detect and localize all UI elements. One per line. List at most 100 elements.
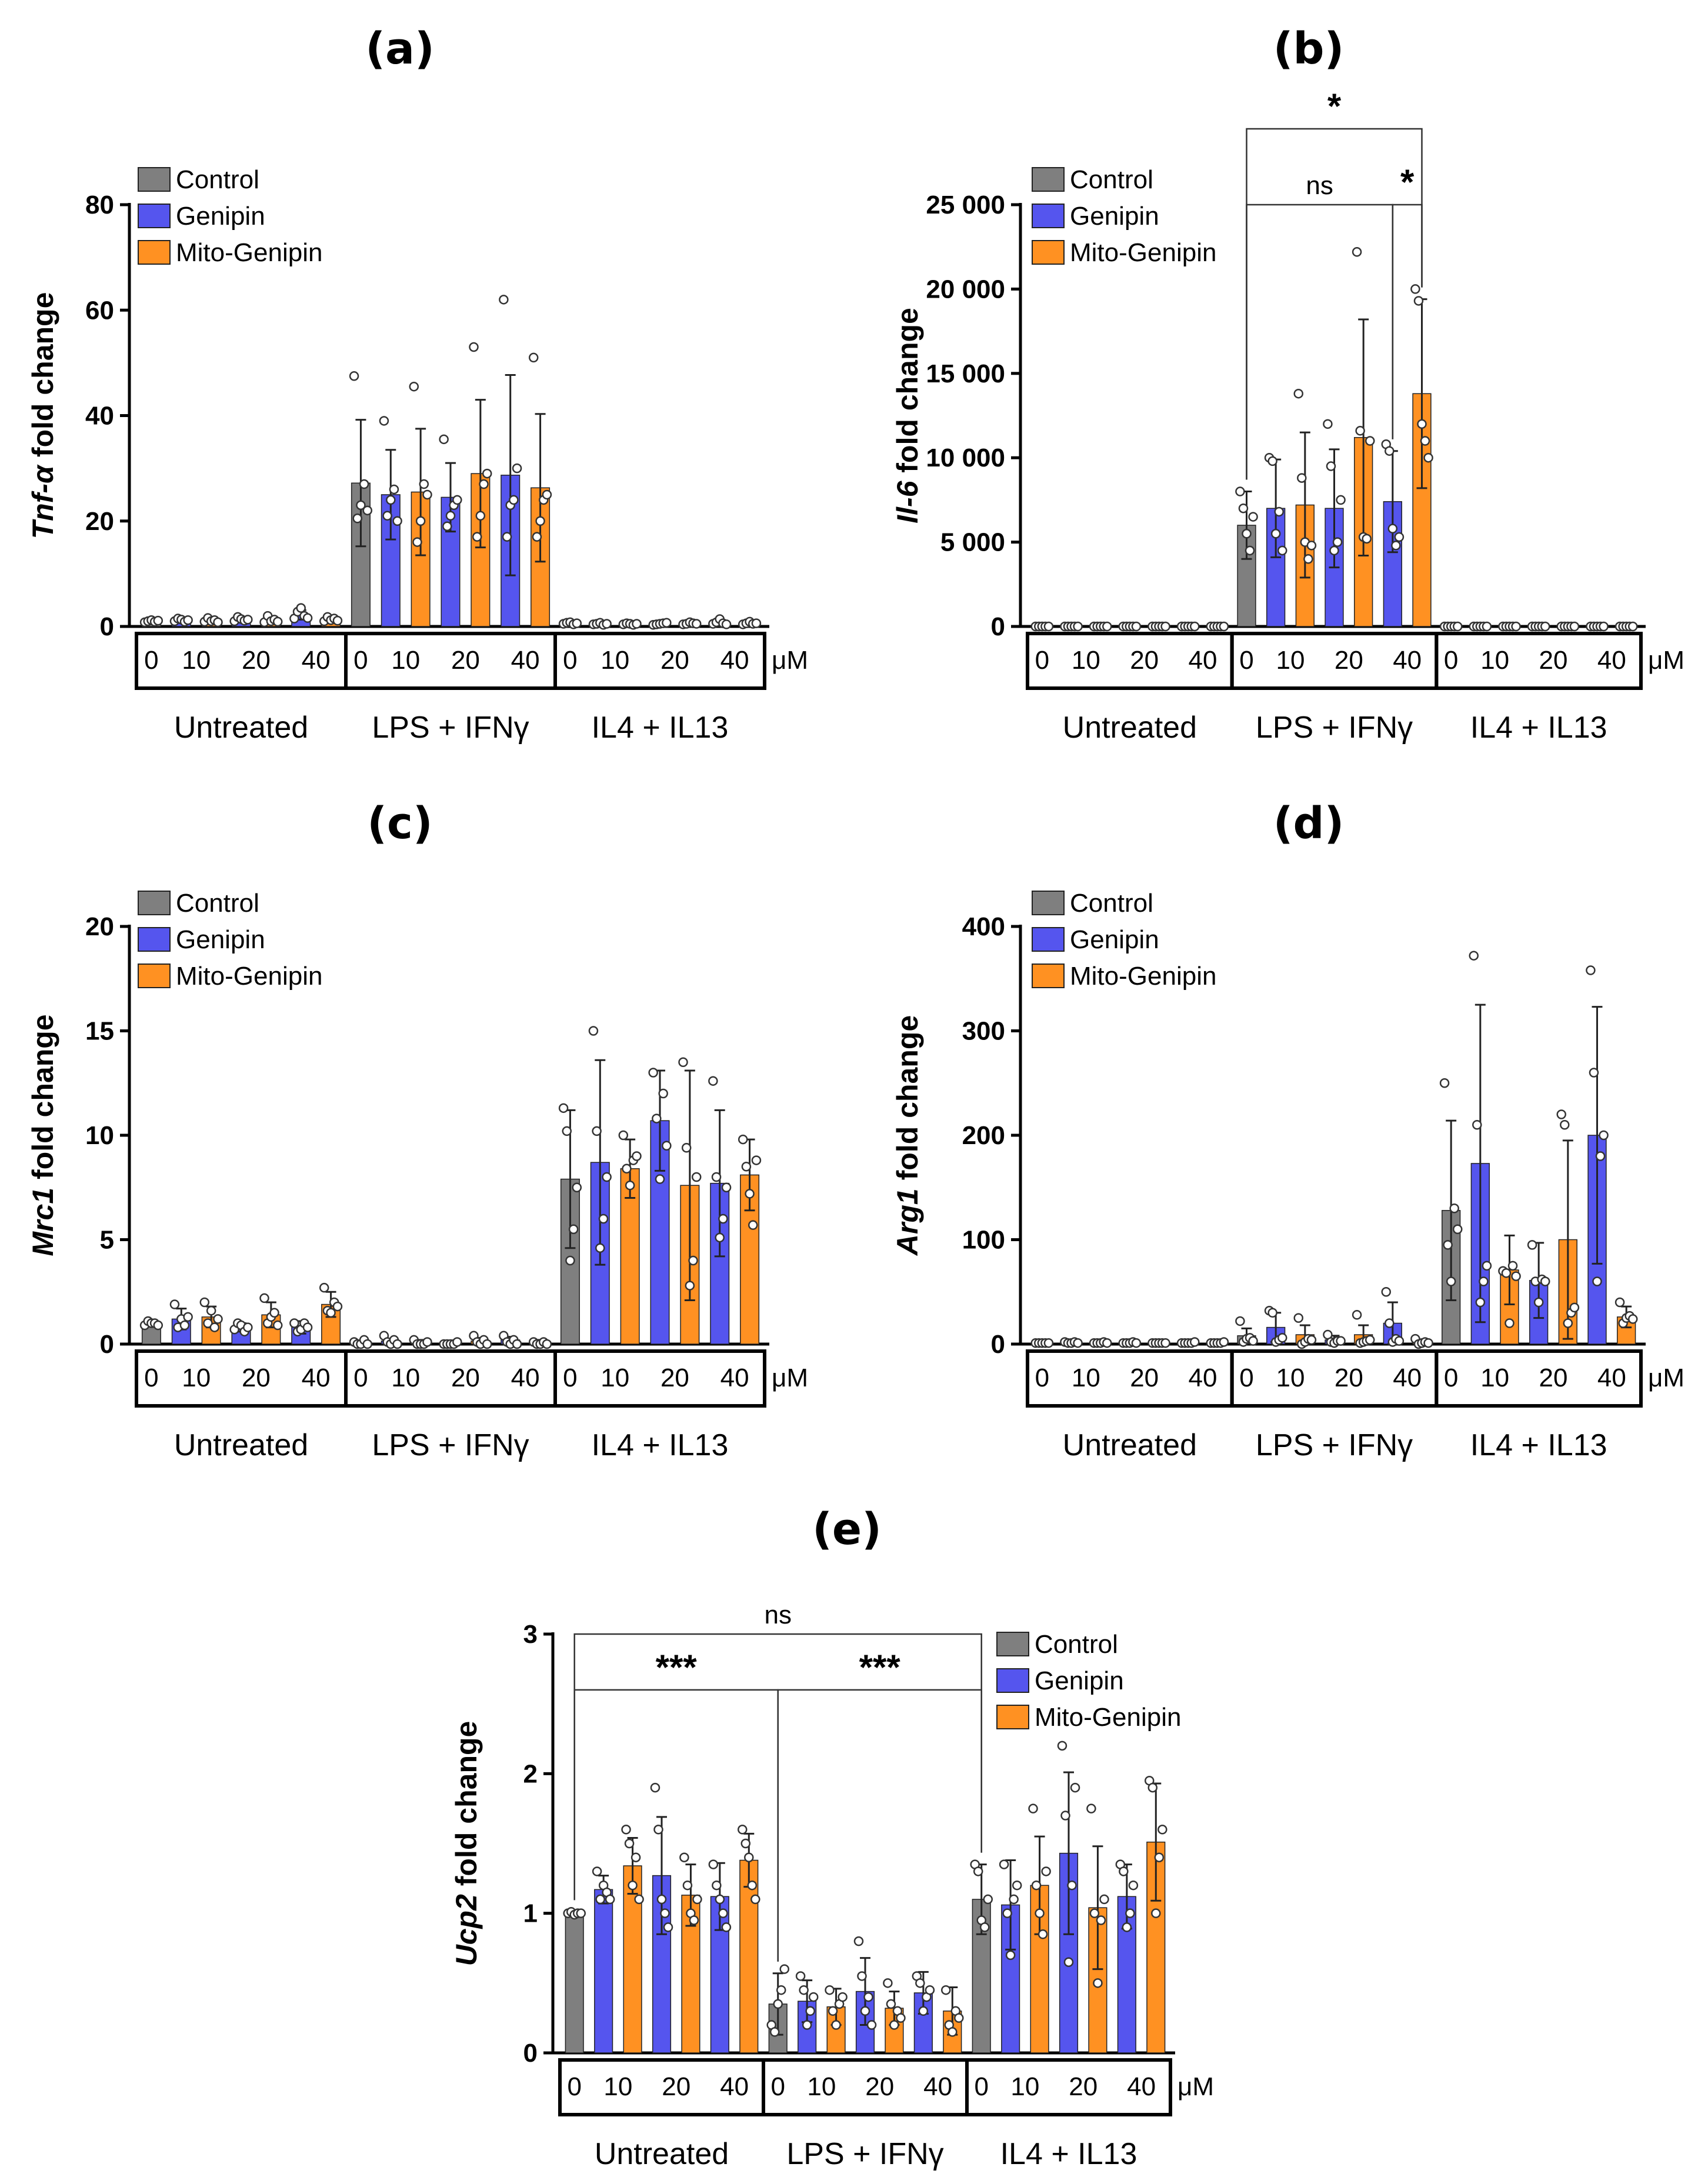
concentration-label: 10 xyxy=(1010,2072,1039,2101)
data-point xyxy=(1560,1120,1570,1130)
data-point xyxy=(1119,1866,1129,1876)
bar-genipin-10 xyxy=(594,1889,613,2053)
concentration-label: 10 xyxy=(601,1363,629,1392)
legend-swatch-mito-genipin xyxy=(138,964,171,988)
data-point xyxy=(272,616,283,627)
data-point xyxy=(1533,1297,1544,1308)
data-point xyxy=(1031,1880,1042,1891)
concentration-label: 10 xyxy=(182,1363,211,1392)
concentration-label: 10 xyxy=(391,1363,420,1392)
data-point xyxy=(1385,446,1395,456)
y-axis-label-rest: fold change xyxy=(26,292,59,465)
y-tick-label: 80 xyxy=(85,191,114,219)
legend-label: Genipin xyxy=(1070,202,1159,231)
data-point xyxy=(1423,1338,1433,1348)
data-point xyxy=(750,1894,760,1905)
data-point xyxy=(889,2020,899,2030)
data-point xyxy=(479,479,489,489)
concentration-label: 10 xyxy=(807,2072,836,2101)
group-label: Untreated xyxy=(1063,1428,1197,1462)
data-point xyxy=(1235,1316,1245,1326)
legend-swatch-control xyxy=(138,167,171,192)
concentration-label: 0 xyxy=(1239,646,1253,675)
y-tick-label: 0 xyxy=(100,1330,114,1359)
data-point xyxy=(153,1320,164,1331)
data-point xyxy=(738,1134,748,1145)
data-point xyxy=(1556,1109,1566,1119)
data-point xyxy=(711,1172,722,1182)
y-tick-label: 60 xyxy=(85,296,114,325)
unit-label: μM xyxy=(1648,646,1684,675)
data-point xyxy=(1504,1318,1514,1328)
concentration-label: 40 xyxy=(923,2072,952,2101)
data-point xyxy=(999,1859,1009,1869)
legend-swatch-genipin xyxy=(138,927,171,952)
y-tick-label: 2 xyxy=(523,1759,538,1788)
data-point xyxy=(825,1985,835,1995)
concentration-label: 0 xyxy=(563,646,577,675)
data-point xyxy=(1355,426,1365,436)
concentration-label: 20 xyxy=(1130,646,1159,675)
data-point xyxy=(941,1985,951,1995)
data-point xyxy=(618,1130,629,1141)
data-point xyxy=(1093,1978,1103,1988)
y-tick-label: 15 xyxy=(85,1017,114,1046)
legend-swatch-genipin xyxy=(996,1668,1029,1693)
data-point xyxy=(773,1999,783,2009)
data-point xyxy=(679,1852,689,1862)
group-label: LPS + IFNγ xyxy=(786,2137,943,2171)
data-point xyxy=(718,1213,728,1224)
concentration-label: 40 xyxy=(1189,646,1217,675)
data-point xyxy=(572,618,582,628)
data-point xyxy=(1099,1894,1109,1905)
data-point xyxy=(1387,524,1398,534)
data-point xyxy=(631,1852,641,1862)
data-point xyxy=(469,342,479,352)
data-point xyxy=(1417,419,1427,429)
y-axis-label: Ucp2 fold change xyxy=(450,1721,483,1966)
data-point xyxy=(625,1180,635,1191)
data-point xyxy=(362,1339,373,1349)
group-label: IL4 + IL13 xyxy=(592,1428,729,1462)
data-point xyxy=(1219,1337,1229,1347)
data-point xyxy=(528,352,539,363)
group-label: IL4 + IL13 xyxy=(1470,711,1607,745)
significance-label: * xyxy=(1327,86,1342,126)
data-point xyxy=(183,615,193,625)
data-point xyxy=(805,2006,815,2016)
data-point xyxy=(741,1162,752,1172)
y-tick-label: 25 000 xyxy=(926,191,1005,219)
y-tick-label: 10 xyxy=(85,1121,114,1150)
data-point xyxy=(568,1224,579,1234)
data-point xyxy=(1589,1068,1599,1078)
data-point xyxy=(1563,1318,1573,1328)
data-point xyxy=(153,615,164,626)
data-point xyxy=(562,1126,572,1136)
data-point xyxy=(352,514,363,524)
concentration-label: 0 xyxy=(1035,1363,1049,1392)
legend-swatch-control xyxy=(1032,891,1065,915)
significance-label: *** xyxy=(656,1648,698,1687)
concentration-label: 20 xyxy=(451,646,480,675)
concentration-label: 20 xyxy=(451,1363,480,1392)
data-point xyxy=(415,516,426,526)
y-axis-label: Arg1 fold change xyxy=(891,1015,924,1256)
panel-title: (b) xyxy=(1273,24,1345,74)
data-point xyxy=(269,1308,279,1318)
y-tick-label: 200 xyxy=(962,1121,1005,1150)
legend-label: Genipin xyxy=(176,202,265,231)
data-point xyxy=(1190,1337,1200,1347)
data-point xyxy=(751,1155,762,1165)
concentration-label: 10 xyxy=(1072,1363,1100,1392)
data-point xyxy=(1352,1310,1362,1320)
legend-label: Control xyxy=(176,889,259,918)
concentration-label: 40 xyxy=(1393,646,1422,675)
data-point xyxy=(632,619,642,629)
group-label: Untreated xyxy=(1063,711,1197,745)
y-axis-label: Mrc1 fold change xyxy=(26,1014,59,1256)
y-axis-label-rest: fold change xyxy=(450,1721,483,1894)
data-point xyxy=(1060,1811,1070,1821)
concentration-label: 40 xyxy=(720,2072,749,2101)
concentration-label: 20 xyxy=(1335,1363,1363,1392)
data-point xyxy=(442,521,452,531)
